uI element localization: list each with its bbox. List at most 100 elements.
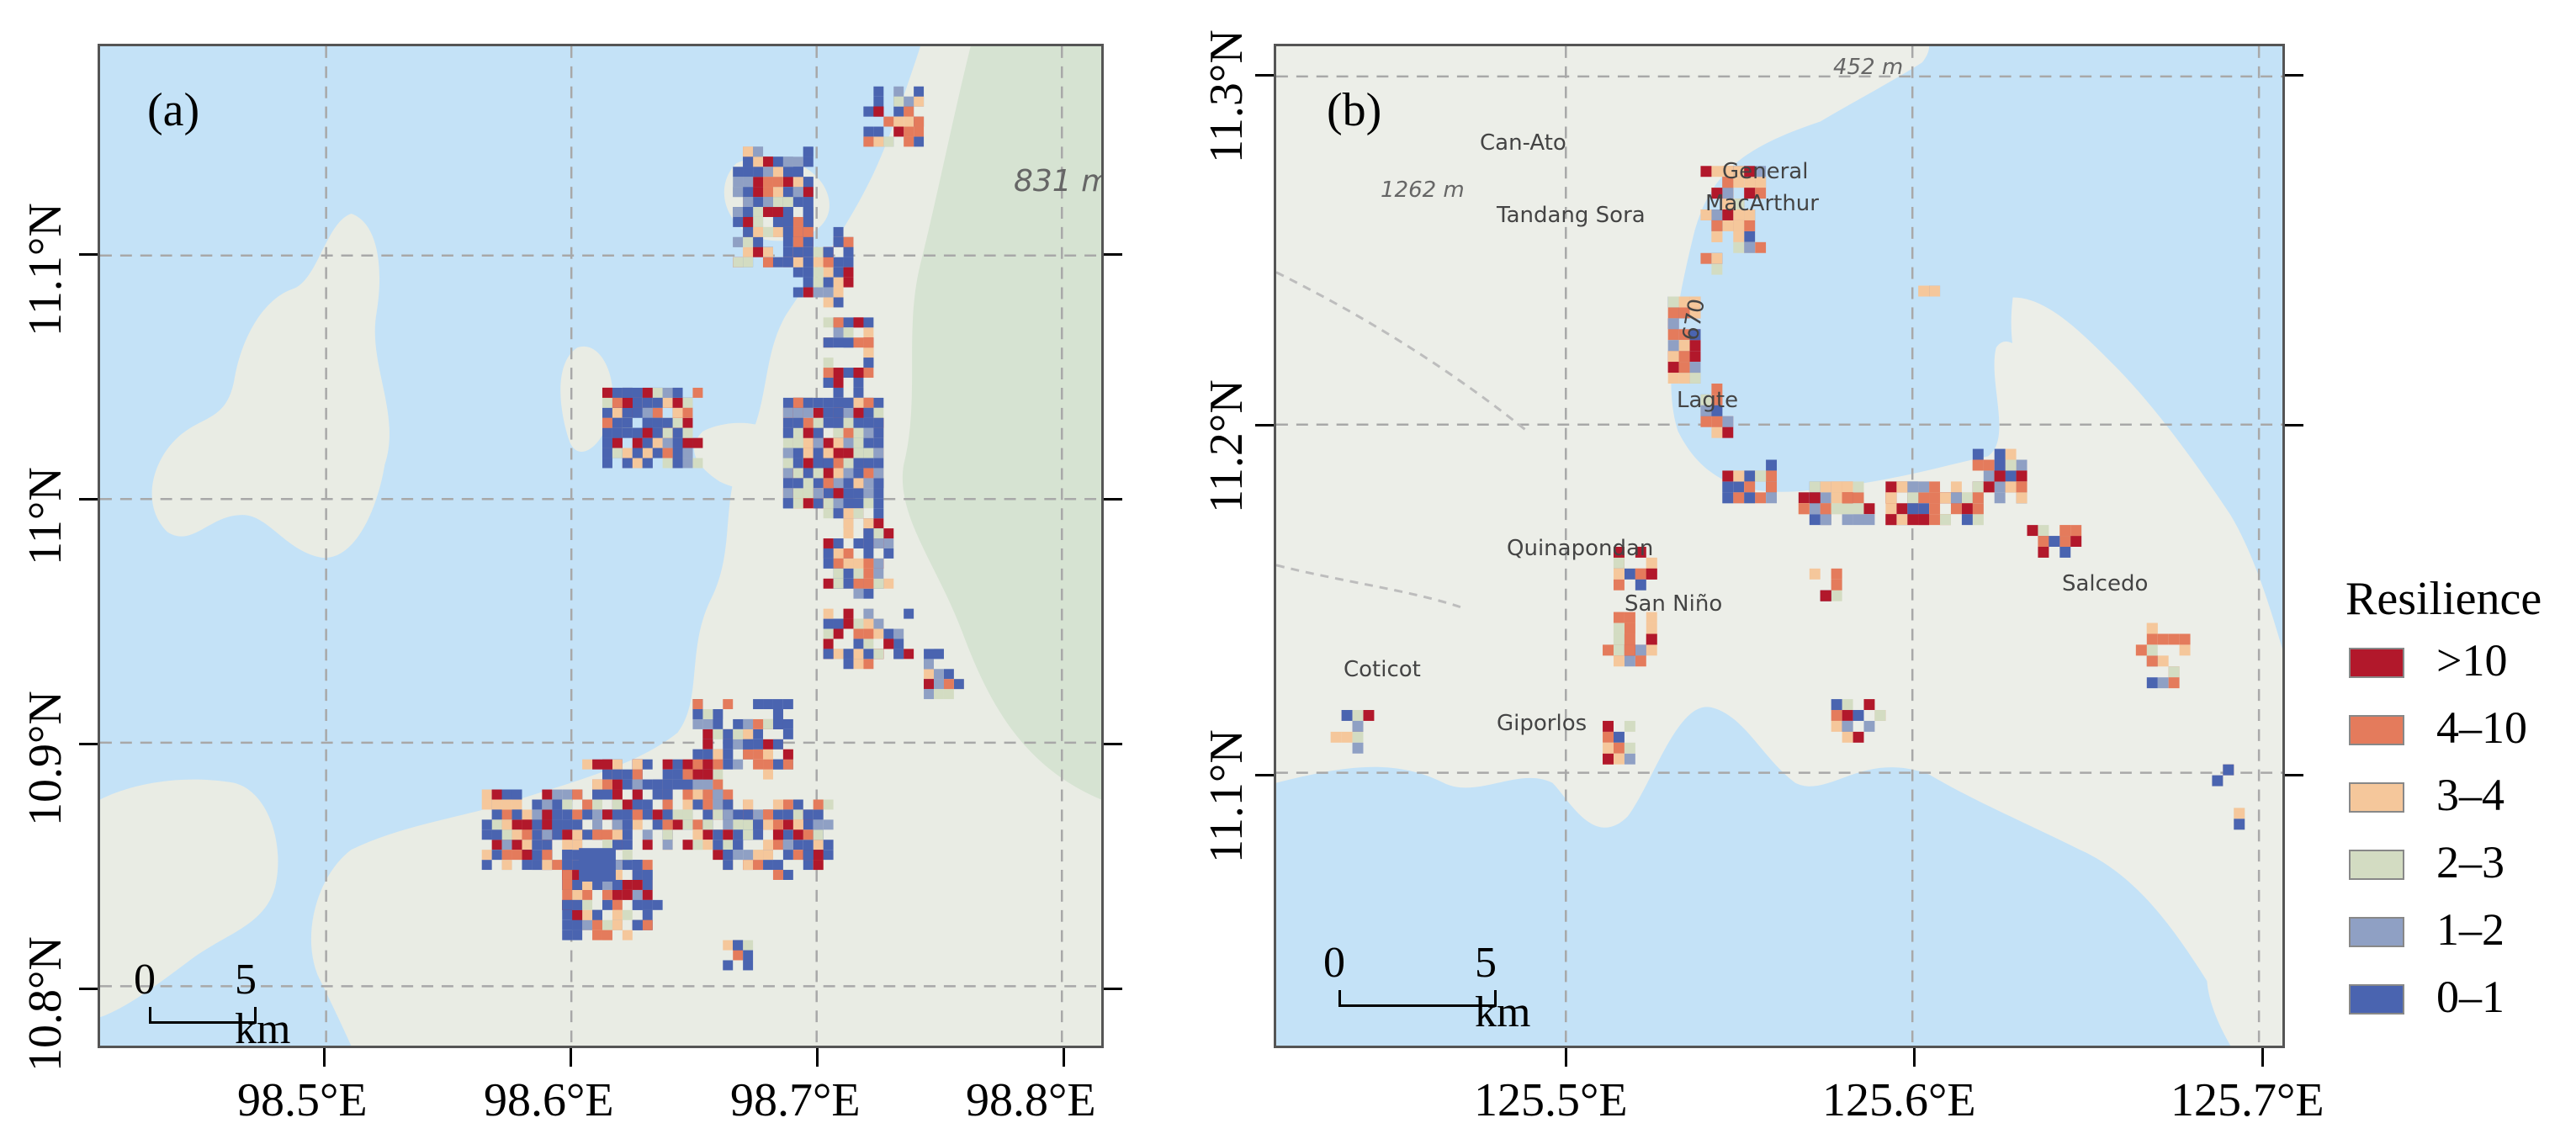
resilience-cell bbox=[924, 689, 935, 700]
resilience-cell bbox=[602, 387, 612, 398]
resilience-cell bbox=[803, 207, 814, 217]
resilience-cell bbox=[1733, 481, 1745, 493]
resilience-cell bbox=[2146, 622, 2158, 634]
resilience-cell bbox=[763, 699, 773, 710]
resilience-cell bbox=[1711, 220, 1723, 231]
tick-mark bbox=[1104, 498, 1122, 501]
resilience-cell bbox=[843, 337, 854, 348]
tick-mark bbox=[79, 743, 98, 745]
resilience-cell bbox=[612, 448, 623, 458]
resilience-cell bbox=[723, 749, 734, 760]
lat-tick-label: 11.1°N bbox=[19, 203, 72, 336]
resilience-cell bbox=[2038, 536, 2049, 547]
resilience-cell bbox=[893, 126, 904, 137]
resilience-cell bbox=[652, 417, 663, 428]
resilience-cell bbox=[823, 628, 834, 639]
resilience-cell bbox=[1722, 470, 1734, 482]
resilience-cell bbox=[562, 870, 573, 880]
resilience-cell bbox=[803, 427, 814, 438]
resilience-cell bbox=[792, 397, 803, 408]
resilience-cell bbox=[702, 829, 713, 840]
resilience-cell bbox=[592, 779, 602, 790]
resilience-cell bbox=[823, 819, 834, 830]
resilience-cell bbox=[511, 850, 522, 861]
resilience-cell bbox=[863, 538, 874, 548]
lon-tick-label: 98.7°E bbox=[730, 1074, 861, 1126]
resilience-cell bbox=[632, 387, 643, 398]
resilience-cell bbox=[863, 106, 874, 117]
resilience-cell bbox=[803, 860, 814, 871]
resilience-cells-b bbox=[1330, 166, 2245, 830]
resilience-cell bbox=[782, 809, 793, 820]
resilience-cell bbox=[792, 257, 803, 268]
resilience-cell bbox=[863, 126, 874, 137]
resilience-cell bbox=[1972, 492, 1984, 504]
resilience-cell bbox=[1940, 514, 1951, 526]
elevation-label: 452 m bbox=[1833, 55, 1904, 80]
resilience-cell bbox=[853, 628, 864, 639]
resilience-cell bbox=[1896, 514, 1908, 526]
resilience-cell bbox=[823, 850, 834, 861]
resilience-cell bbox=[1613, 644, 1625, 656]
resilience-cell bbox=[792, 488, 803, 499]
resilience-cell bbox=[883, 538, 894, 548]
resilience-cell bbox=[602, 840, 612, 850]
resilience-cell bbox=[562, 829, 573, 840]
resilience-cell bbox=[803, 819, 814, 830]
resilience-cell bbox=[873, 136, 884, 147]
resilience-cell bbox=[863, 358, 874, 368]
resilience-cell bbox=[1852, 481, 1864, 493]
resilience-cell bbox=[1820, 481, 1831, 493]
resilience-cell bbox=[833, 548, 844, 559]
resilience-cell bbox=[511, 819, 522, 830]
resilience-cell bbox=[2059, 546, 2071, 558]
resilience-cell bbox=[532, 829, 543, 840]
resilience-cell bbox=[753, 177, 764, 188]
resilience-cell bbox=[562, 899, 573, 910]
resilience-cell bbox=[1755, 177, 1767, 188]
resilience-cell bbox=[763, 718, 773, 729]
resilience-cell bbox=[843, 458, 854, 469]
place-label: Lagte bbox=[1677, 388, 1739, 413]
resilience-cell bbox=[1678, 340, 1690, 352]
resilience-cell bbox=[1744, 177, 1756, 188]
resilience-cell bbox=[642, 879, 653, 890]
resilience-cell bbox=[652, 437, 663, 448]
resilience-cell bbox=[491, 850, 502, 861]
resilience-cell bbox=[692, 718, 703, 729]
resilience-cell bbox=[1940, 492, 1951, 504]
resilience-cell bbox=[1809, 514, 1821, 526]
tick-mark bbox=[1565, 1048, 1567, 1067]
resilience-cell bbox=[532, 850, 543, 861]
resilience-cell bbox=[843, 608, 854, 619]
resilience-cell bbox=[682, 799, 693, 810]
resilience-cell bbox=[491, 789, 502, 800]
resilience-cell bbox=[803, 287, 814, 298]
resilience-cell bbox=[914, 116, 925, 127]
resilience-cell bbox=[713, 718, 724, 729]
resilience-cell bbox=[843, 317, 854, 328]
resilience-cell bbox=[2146, 633, 2158, 645]
resilience-cell bbox=[763, 246, 773, 257]
resilience-cell bbox=[782, 226, 793, 237]
resilience-cell bbox=[1842, 699, 1853, 711]
resilience-cell bbox=[491, 799, 502, 810]
resilience-cell bbox=[622, 879, 633, 890]
resilience-cell bbox=[792, 167, 803, 177]
resilience-cell bbox=[1842, 731, 1853, 743]
scale-bar: 0 5 km bbox=[1323, 938, 1530, 1039]
place-label: General bbox=[1722, 159, 1809, 184]
resilience-cell bbox=[542, 799, 553, 810]
resilience-cell bbox=[1820, 503, 1831, 515]
resilience-cell bbox=[632, 889, 643, 900]
resilience-cell bbox=[733, 728, 744, 739]
resilience-cell bbox=[823, 618, 834, 629]
resilience-cell bbox=[873, 488, 884, 499]
resilience-cell bbox=[562, 909, 573, 920]
resilience-cell bbox=[602, 437, 612, 448]
resilience-cell bbox=[1831, 481, 1842, 493]
resilience-cell bbox=[511, 799, 522, 810]
resilience-cell bbox=[873, 618, 884, 629]
resilience-cell bbox=[914, 126, 925, 137]
resilience-cell bbox=[612, 799, 623, 810]
